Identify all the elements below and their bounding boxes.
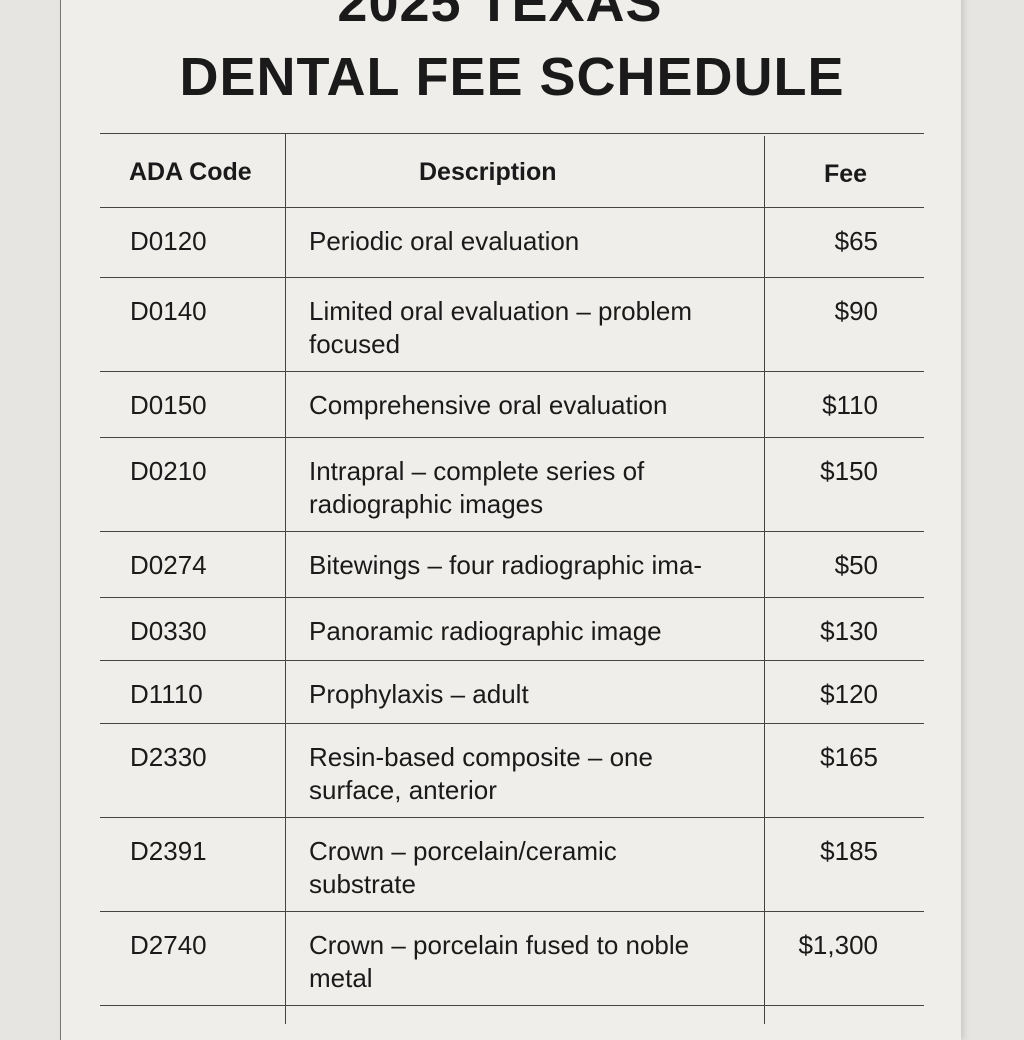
description-line: metal xyxy=(309,963,373,993)
ada-code: D0140 xyxy=(130,296,207,326)
ada-code: D0120 xyxy=(130,226,207,256)
fee: $120 xyxy=(820,679,878,709)
description-line: Comprehensive oral evaluation xyxy=(309,390,668,420)
row-divider xyxy=(100,207,924,208)
ada-code: D0150 xyxy=(130,390,207,420)
description-line: Resin-based composite – one xyxy=(309,742,653,772)
description-line: substrate xyxy=(309,869,416,899)
row-divider xyxy=(100,133,924,134)
fee: $130 xyxy=(820,616,878,646)
fee: $150 xyxy=(820,456,878,486)
row-divider xyxy=(100,437,924,438)
description-line: surface, anterior xyxy=(309,775,497,805)
row-divider xyxy=(100,371,924,372)
fee: $110 xyxy=(822,390,878,420)
ada-code: D0210 xyxy=(130,456,207,486)
ada-code: D0274 xyxy=(130,550,207,580)
fee: $185 xyxy=(820,836,878,866)
description-line: Limited oral evaluation – problem xyxy=(309,296,692,326)
fee: $1,300 xyxy=(798,930,878,960)
description-line: Panoramic radiographic image xyxy=(309,616,662,646)
description-line: Crown – porcelain/ceramic xyxy=(309,836,617,866)
ada-code: D0330 xyxy=(130,616,207,646)
row-divider xyxy=(100,1005,924,1006)
row-divider xyxy=(100,597,924,598)
title-line: 2025 TEXAS xyxy=(337,0,663,33)
ada-code: D2740 xyxy=(130,930,207,960)
description-line: Periodic oral evaluation xyxy=(309,226,580,256)
fee: $165 xyxy=(820,742,878,772)
paper-sheet xyxy=(60,0,961,1040)
row-divider xyxy=(100,911,924,912)
column-divider xyxy=(285,133,286,1024)
row-divider xyxy=(100,277,924,278)
description-line: radiographic images xyxy=(309,489,544,519)
column-header: Description xyxy=(419,158,557,186)
description-line: Prophylaxis – adult xyxy=(309,679,529,709)
row-divider xyxy=(100,531,924,532)
column-divider xyxy=(764,136,765,1024)
fee: $50 xyxy=(834,550,878,580)
description-line: Crown – porcelain fused to noble xyxy=(309,930,690,960)
row-divider xyxy=(100,817,924,818)
description-line: Bitewings – four radiographic ima- xyxy=(309,550,703,580)
ada-code: D2391 xyxy=(130,836,207,866)
title-line: DENTAL FEE SCHEDULE xyxy=(179,47,845,107)
description-line: Intrapral – complete series of xyxy=(309,456,645,486)
column-header: Fee xyxy=(824,160,868,188)
fee: $90 xyxy=(834,296,878,326)
row-divider xyxy=(100,660,924,661)
ada-code: D2330 xyxy=(130,742,207,772)
ada-code: D1110 xyxy=(130,679,203,709)
description-line: focused xyxy=(309,329,401,359)
fee: $65 xyxy=(834,226,878,256)
column-header: ADA Code xyxy=(129,158,252,186)
row-divider xyxy=(100,723,924,724)
